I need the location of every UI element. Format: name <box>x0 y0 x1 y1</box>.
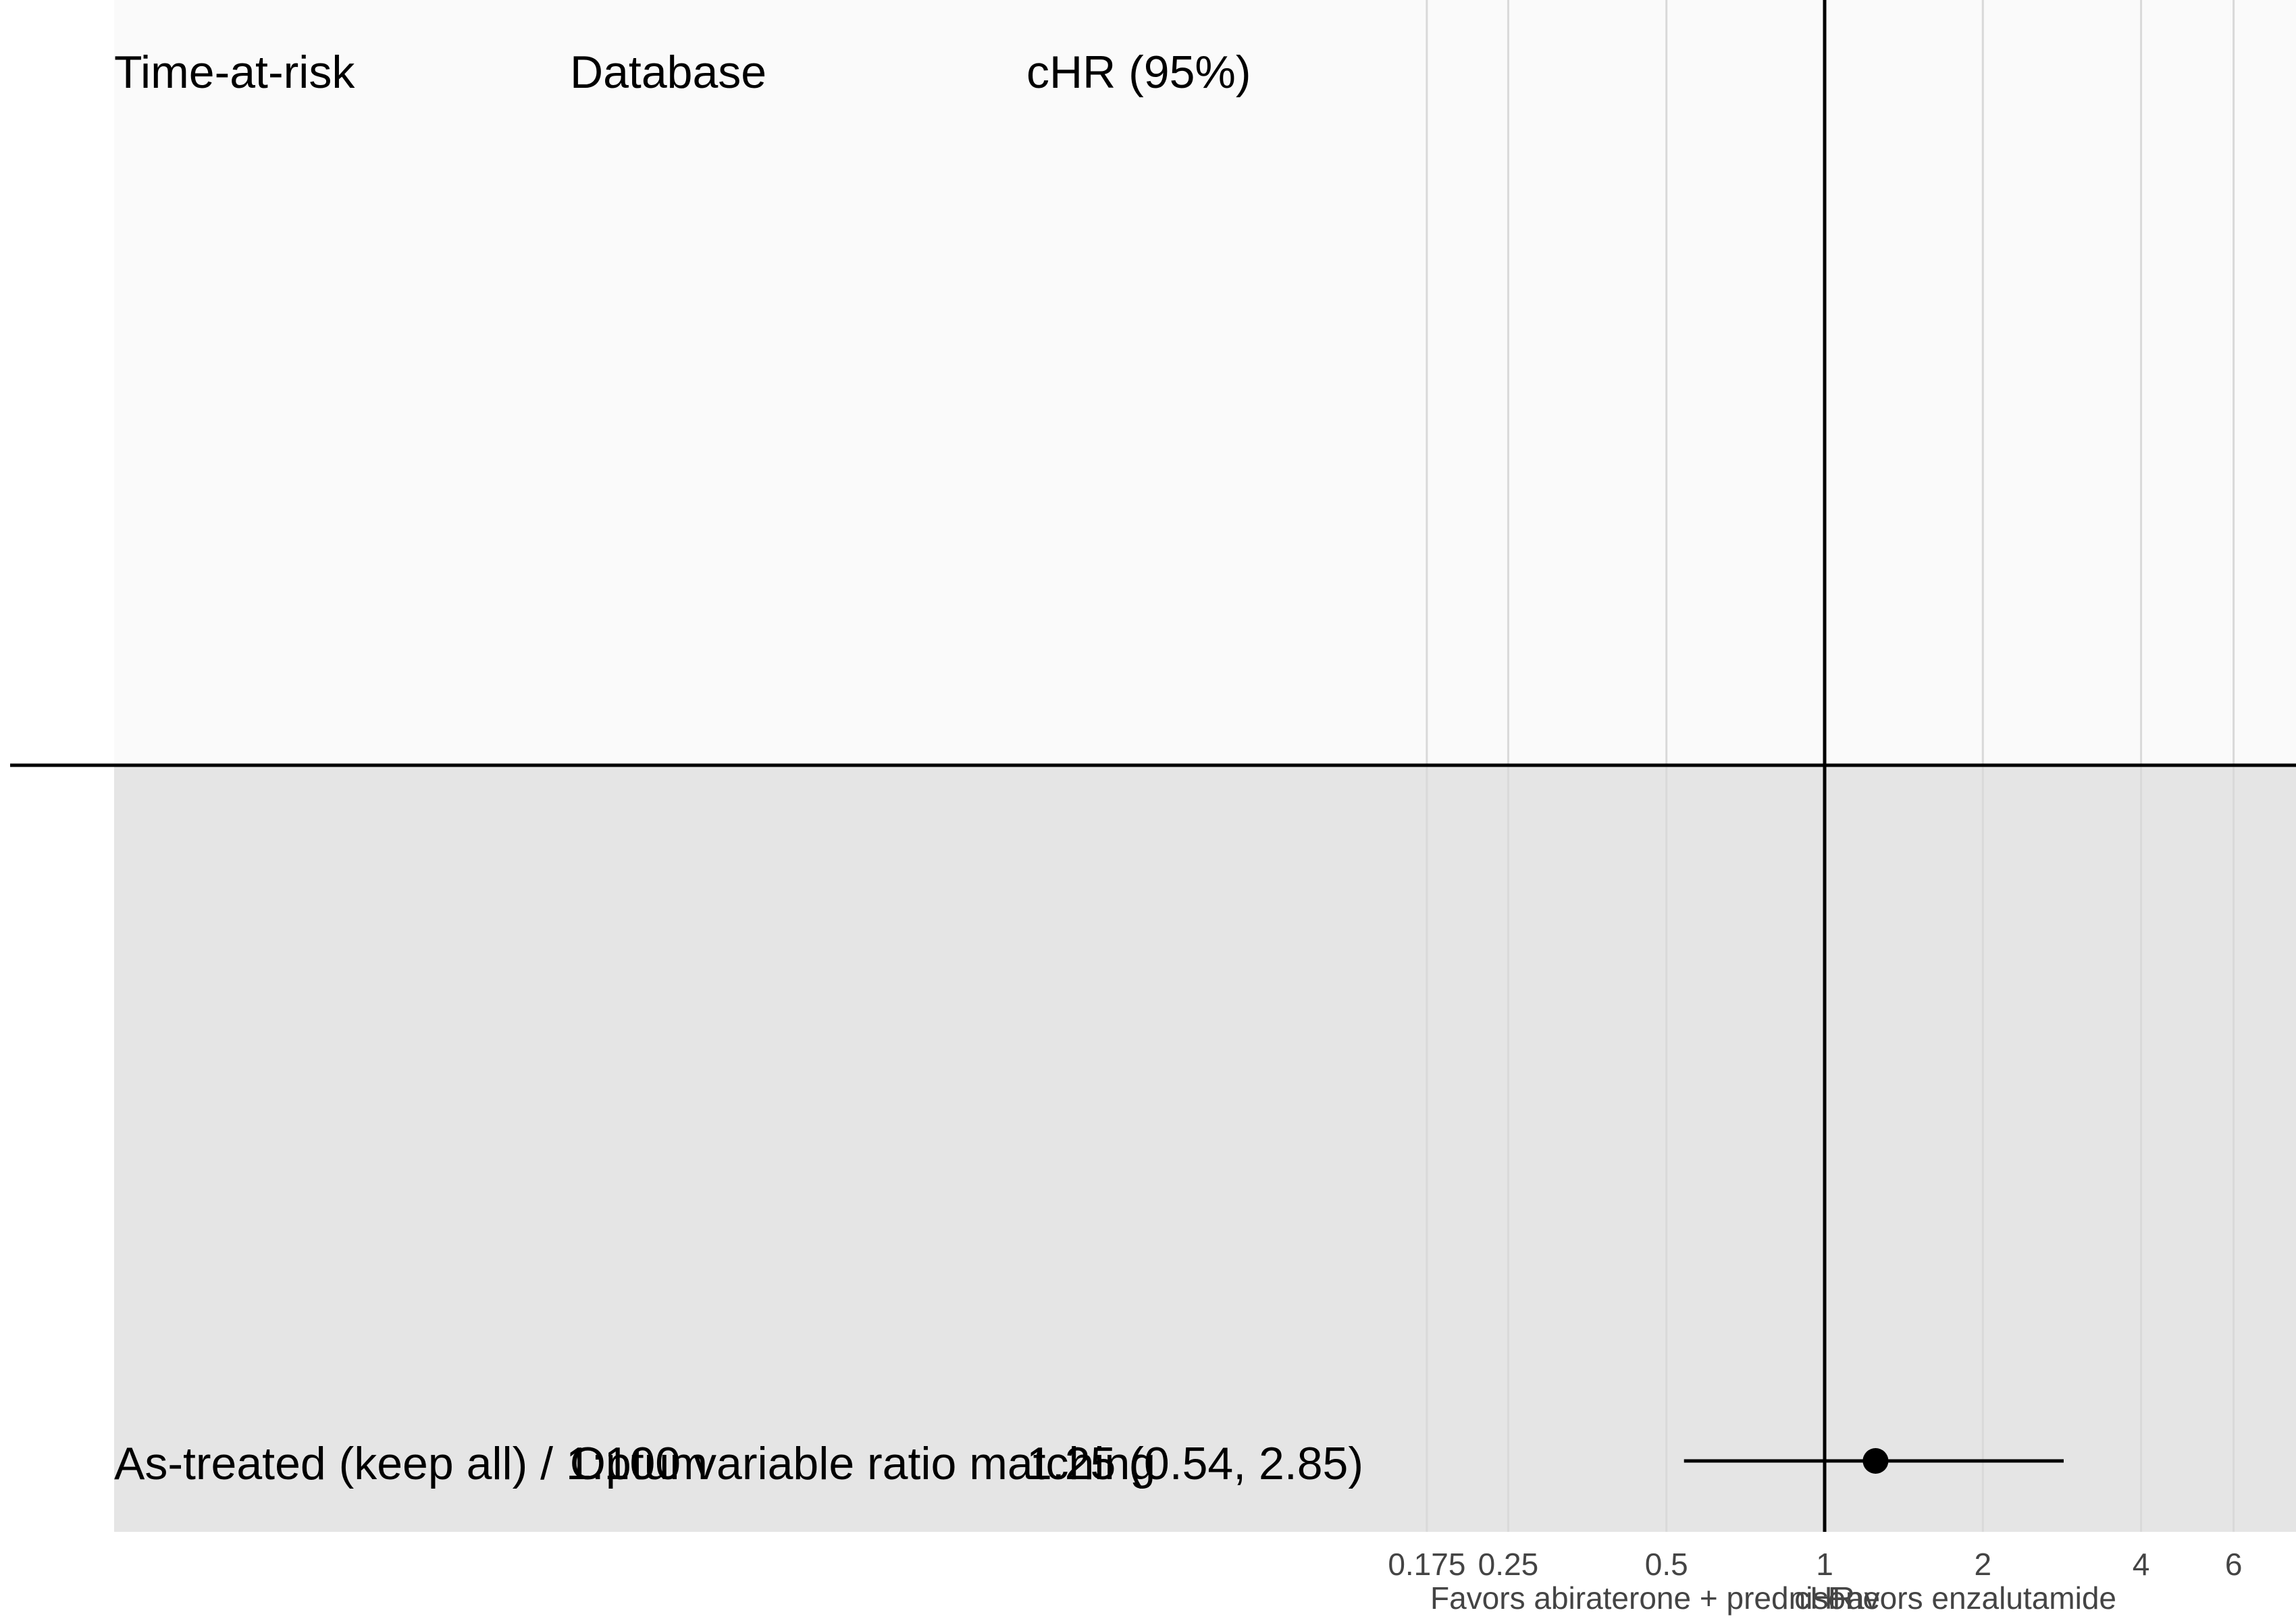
header-band <box>114 0 2296 765</box>
favors-right-label: Favors enzalutamide <box>1828 1580 2116 1616</box>
x-axis-label: cHR <box>1794 1580 1854 1616</box>
row-estimate-text: 1.25 (0.54, 2.85) <box>1026 1438 1363 1489</box>
row-band <box>114 765 2296 1532</box>
x-tick-label: 2 <box>1974 1547 1991 1582</box>
data-marks <box>1684 1448 2064 1474</box>
x-tick-label: 0.5 <box>1645 1547 1688 1582</box>
x-tick-label: 4 <box>2133 1547 2150 1582</box>
row-time-at-risk: As-treated (keep all) / 1:100 variable r… <box>114 1438 1155 1489</box>
x-tick-label: 1 <box>1816 1547 1833 1582</box>
header-chr: cHR (95%) <box>1026 47 1251 98</box>
header-time-at-risk: Time-at-risk <box>114 47 355 98</box>
x-tick-label: 0.175 <box>1388 1547 1465 1582</box>
x-tick-label: 6 <box>2225 1547 2243 1582</box>
point-estimate <box>1862 1448 1889 1474</box>
x-tick-label: 0.25 <box>1478 1547 1539 1582</box>
header-database: Database <box>570 47 766 98</box>
x-axis-ticks: 0.175 0.25 0.5 1 2 4 6 <box>1388 1547 2242 1582</box>
favors-left-label: Favors abiraterone + prednisone <box>1430 1580 1880 1616</box>
row-database: Optum <box>570 1438 708 1489</box>
